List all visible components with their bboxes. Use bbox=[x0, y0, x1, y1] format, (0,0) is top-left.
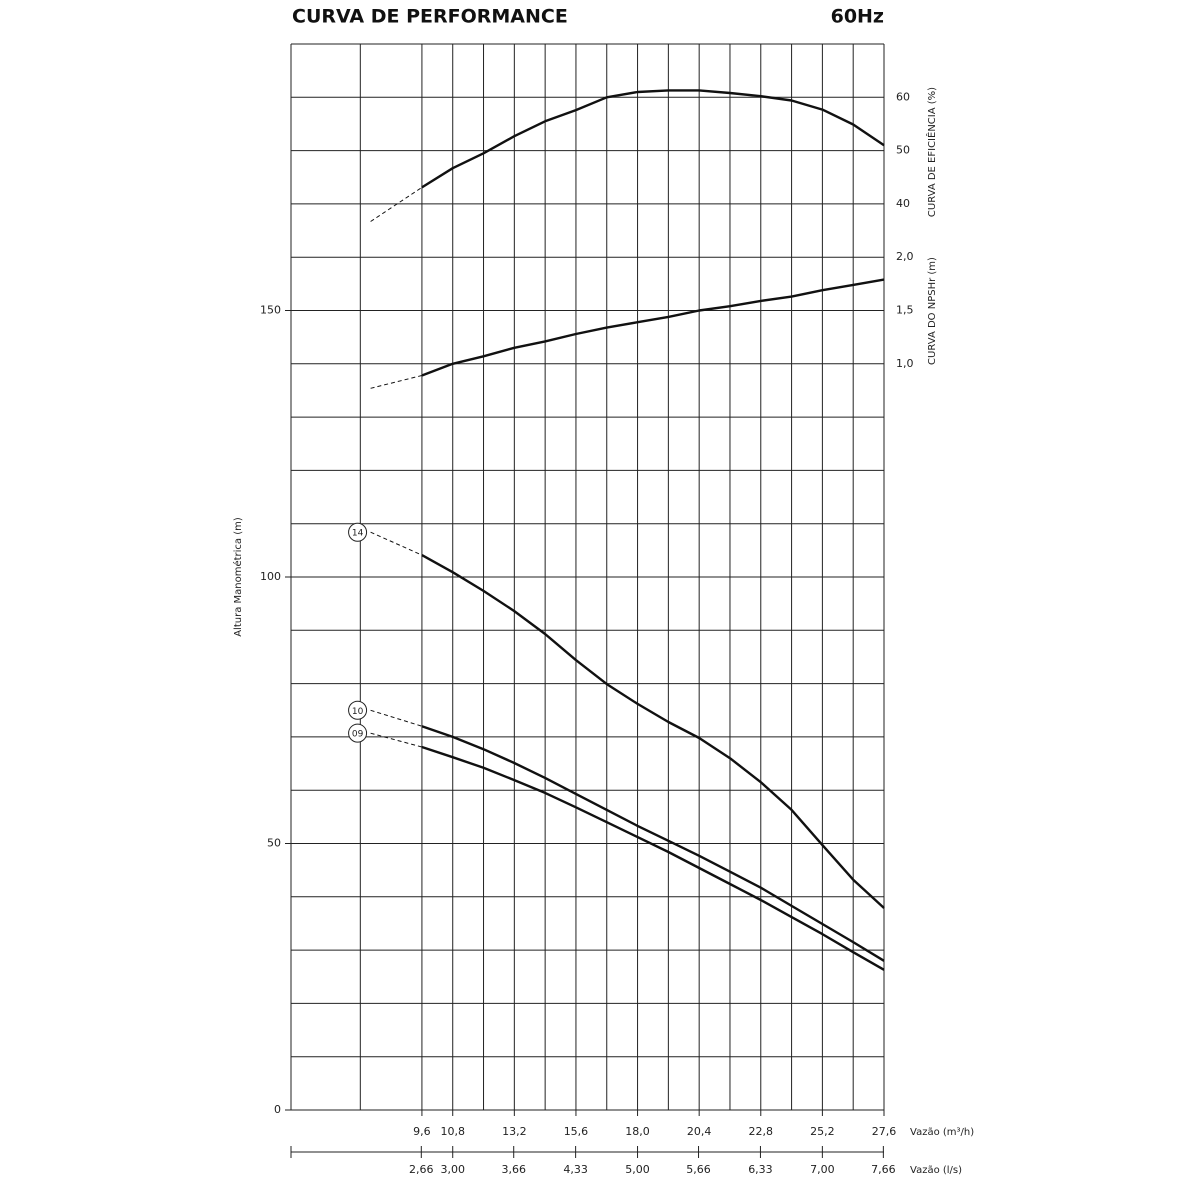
y-tick-label: 150 bbox=[260, 304, 281, 317]
curve bbox=[421, 554, 885, 909]
curve-label-circle bbox=[348, 723, 368, 743]
x2-tick-label: 7,66 bbox=[871, 1163, 896, 1176]
x-tick-label: 27,6 bbox=[872, 1125, 897, 1138]
x-tick-label: 20,4 bbox=[687, 1125, 712, 1138]
y-tick-label: 100 bbox=[260, 570, 281, 583]
y2-axis-label: CURVA DE EFICIÊNCIA (%) bbox=[925, 87, 938, 217]
chart-subtitle: 60Hz bbox=[831, 6, 884, 28]
x2-tick-label: 5,00 bbox=[625, 1163, 650, 1176]
x2-tick-label: 3,66 bbox=[501, 1163, 526, 1176]
x-tick-label: 15,6 bbox=[564, 1125, 589, 1138]
curve-label: 10 bbox=[352, 707, 364, 717]
curve-dashed bbox=[370, 709, 423, 727]
x2-tick-label: 3,00 bbox=[440, 1163, 465, 1176]
x2-tick-label: 7,00 bbox=[810, 1163, 835, 1176]
y-tick-label: 50 bbox=[267, 837, 281, 850]
x2-tick-label: 2,66 bbox=[409, 1163, 434, 1176]
curve bbox=[421, 725, 885, 962]
x-tick-label: 22,8 bbox=[749, 1125, 774, 1138]
curve-dashed bbox=[370, 186, 423, 222]
y-axis-label: Altura Manométrica (m) bbox=[232, 517, 244, 637]
x-tick-label: 13,2 bbox=[502, 1125, 527, 1138]
x2-tick-label: 6,33 bbox=[748, 1163, 773, 1176]
curve-dashed bbox=[370, 375, 423, 389]
curve-label: 14 bbox=[352, 529, 364, 539]
curve-label: 09 bbox=[352, 730, 364, 740]
curve-dashed bbox=[370, 531, 423, 556]
chart-title: CURVA DE PERFORMANCE bbox=[292, 6, 568, 28]
x-axis-label: Vazão (m³/h) bbox=[910, 1127, 974, 1138]
x-tick-label: 10,8 bbox=[440, 1125, 465, 1138]
curve-label-circle bbox=[348, 700, 368, 720]
curve-dashed bbox=[370, 732, 423, 748]
y3-axis-label: CURVA DO NPSHr (m) bbox=[927, 257, 938, 365]
x2-tick-label: 4,33 bbox=[563, 1163, 588, 1176]
y3-tick-label: 1,5 bbox=[896, 304, 914, 317]
y-tick-label: 0 bbox=[274, 1103, 281, 1116]
x-tick-label: 9,6 bbox=[413, 1125, 431, 1138]
y2-tick-label: 50 bbox=[896, 144, 910, 157]
y2-tick-label: 40 bbox=[896, 197, 910, 210]
y2-tick-label: 60 bbox=[896, 90, 910, 103]
curve bbox=[421, 745, 885, 971]
y3-tick-label: 2,0 bbox=[896, 250, 914, 263]
y3-tick-label: 1,0 bbox=[896, 357, 914, 370]
curve bbox=[421, 89, 885, 189]
x-tick-label: 25,2 bbox=[810, 1125, 835, 1138]
curve-label-circle bbox=[348, 522, 368, 542]
x2-tick-label: 5,66 bbox=[686, 1163, 711, 1176]
x-tick-label: 18,0 bbox=[625, 1125, 650, 1138]
x2-axis-label: Vazão (l/s) bbox=[910, 1165, 962, 1176]
curve bbox=[421, 278, 885, 377]
